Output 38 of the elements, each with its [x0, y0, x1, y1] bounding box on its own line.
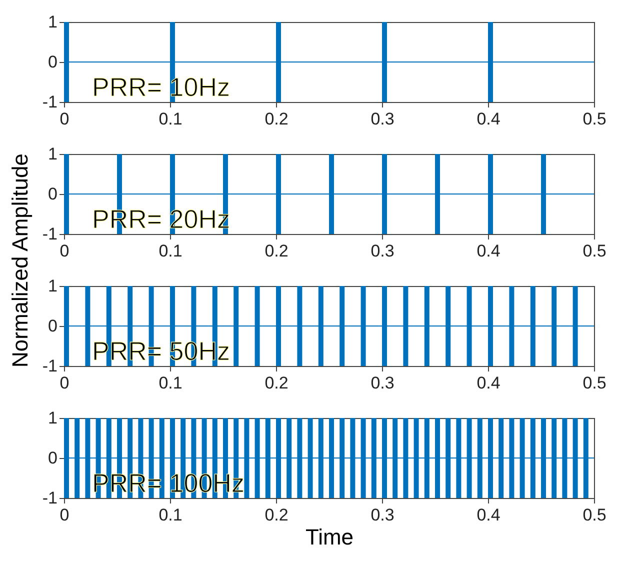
- x-tick-label: 0.1: [158, 506, 182, 524]
- y-tick-label: 1: [48, 408, 58, 428]
- x-tick-label: 0.2: [264, 242, 288, 260]
- y-tick-label: -1: [42, 224, 58, 244]
- x-tick-label: 0.5: [582, 110, 606, 128]
- x-tick-label: 0.3: [370, 506, 394, 524]
- x-axis-title: Time: [305, 524, 354, 550]
- y-axis-title: Normalized Amplitude: [7, 154, 32, 368]
- y-tick-label: 1: [48, 12, 58, 32]
- y-tick-label: 0: [48, 52, 58, 72]
- y-tick-label: 0: [48, 316, 58, 336]
- x-tick-label: 0.4: [476, 110, 500, 128]
- x-tick-label: 0: [60, 242, 70, 260]
- x-tick-label: 0.5: [582, 506, 606, 524]
- x-tick-label: 0.1: [158, 242, 182, 260]
- x-tick-label: 0.1: [158, 110, 182, 128]
- y-tick-label: -1: [42, 356, 58, 376]
- x-tick-label: 0.3: [370, 374, 394, 392]
- y-tick-label: 0: [48, 184, 58, 204]
- x-tick-label: 0.4: [476, 506, 500, 524]
- y-tick-label: 0: [48, 448, 58, 468]
- x-tick-label: 0.1: [158, 374, 182, 392]
- x-tick-label: 0.2: [264, 506, 288, 524]
- x-tick-label: 0: [60, 506, 70, 524]
- x-tick-label: 0.3: [370, 110, 394, 128]
- x-tick-label: 0.4: [476, 374, 500, 392]
- x-tick-label: 0.2: [264, 110, 288, 128]
- y-tick-label: 1: [48, 276, 58, 296]
- y-tick-label: -1: [42, 488, 58, 508]
- x-tick-label: 0: [60, 110, 70, 128]
- x-tick-label: 0.3: [370, 242, 394, 260]
- x-tick-label: 0.4: [476, 242, 500, 260]
- y-tick-label: -1: [42, 92, 58, 112]
- x-tick-label: 0.2: [264, 374, 288, 392]
- y-tick-label: 1: [48, 144, 58, 164]
- x-tick-label: 0: [60, 374, 70, 392]
- x-tick-label: 0.5: [582, 374, 606, 392]
- x-tick-label: 0.5: [582, 242, 606, 260]
